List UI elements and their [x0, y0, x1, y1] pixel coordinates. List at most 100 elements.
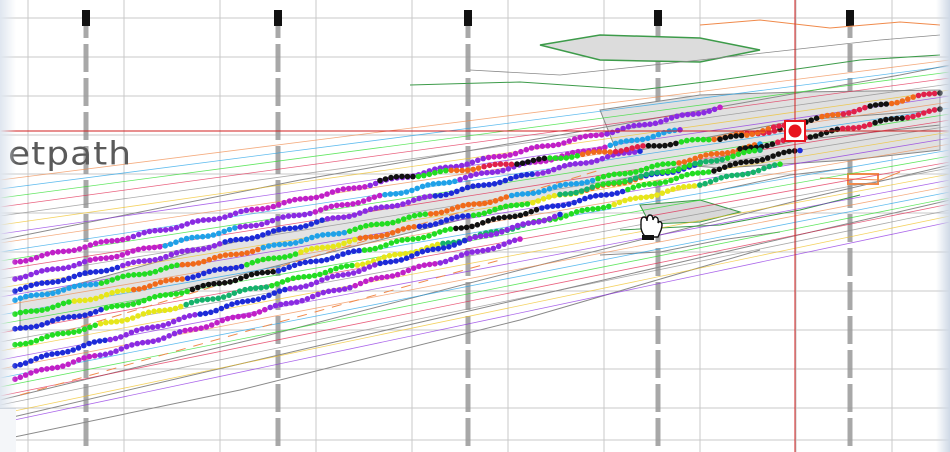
track-point — [540, 170, 546, 176]
track-point — [135, 246, 142, 253]
grid-rail-cap — [82, 10, 90, 26]
track-point — [248, 271, 255, 278]
track-point — [96, 338, 103, 344]
track-point — [551, 166, 557, 173]
track-point — [735, 151, 742, 157]
track-point — [341, 286, 348, 292]
track-point — [167, 241, 174, 247]
track-point — [119, 252, 126, 258]
track-point — [520, 221, 526, 227]
track-point — [87, 324, 93, 331]
track-point — [905, 96, 911, 102]
track-point — [259, 206, 266, 212]
track-point — [703, 158, 709, 165]
track-point — [449, 215, 455, 222]
track-point — [632, 195, 639, 201]
track-point — [22, 360, 29, 366]
track-point — [224, 315, 231, 322]
track-point — [313, 219, 320, 225]
track-point — [33, 368, 40, 374]
track-point — [437, 168, 444, 175]
trail-line — [0, 83, 950, 217]
track-point — [157, 292, 163, 299]
track-point — [313, 258, 319, 265]
track-point — [434, 241, 441, 248]
track-point — [168, 277, 175, 283]
selected-point-marker-icon[interactable] — [784, 120, 806, 142]
track-point — [267, 304, 274, 311]
track-point — [87, 310, 94, 317]
track-point — [416, 223, 423, 230]
track-point — [307, 258, 314, 265]
track-point — [568, 190, 574, 197]
track-point — [493, 230, 500, 237]
track-point — [317, 271, 323, 278]
track-point — [119, 302, 126, 309]
track-point — [248, 223, 254, 229]
track-point — [339, 202, 345, 208]
track-point — [55, 289, 61, 295]
track-point — [235, 313, 242, 320]
track-point — [475, 182, 482, 189]
track-point — [491, 181, 498, 187]
terrain-line — [0, 249, 761, 441]
track-point — [82, 297, 88, 304]
track-point — [393, 238, 400, 245]
track-point — [631, 149, 638, 155]
track-point — [103, 319, 109, 326]
track-point — [529, 171, 535, 177]
track-point — [226, 292, 232, 299]
track-point — [692, 155, 698, 162]
track-point — [330, 231, 337, 237]
track-point — [595, 175, 601, 182]
track-point — [761, 165, 767, 172]
track-point — [202, 310, 209, 317]
track-point — [76, 260, 83, 267]
track-point — [723, 173, 730, 180]
track-point — [155, 323, 161, 330]
track-point — [645, 135, 651, 142]
track-point — [636, 122, 643, 128]
track-point — [102, 351, 109, 358]
track-point — [744, 132, 750, 138]
track-point — [211, 243, 218, 249]
track-point — [480, 155, 487, 162]
track-point — [222, 239, 228, 245]
track-point — [200, 246, 207, 252]
track-point — [394, 202, 401, 209]
track-point — [152, 257, 158, 263]
track-point — [103, 267, 110, 274]
track-point — [55, 331, 61, 337]
track-point — [662, 179, 669, 185]
track-point — [71, 283, 78, 290]
track-point — [372, 262, 378, 268]
track-point — [109, 277, 115, 283]
track-point — [707, 179, 714, 185]
track-point — [700, 136, 707, 143]
track-point — [670, 167, 677, 174]
track-point — [588, 159, 595, 165]
track-point — [850, 125, 857, 131]
track-point — [281, 199, 287, 206]
track-point — [146, 228, 153, 235]
track-point — [584, 179, 590, 185]
track-point — [343, 263, 350, 269]
track-point — [245, 298, 251, 304]
track-point — [567, 161, 573, 168]
track-point — [786, 148, 792, 155]
track-point — [519, 160, 526, 166]
track-point — [749, 131, 755, 137]
track-point — [60, 265, 67, 272]
track-point — [39, 307, 45, 314]
track-point — [556, 164, 562, 171]
track-point — [243, 207, 250, 214]
track-point — [141, 271, 148, 277]
track-point — [421, 194, 428, 200]
track-point — [397, 251, 404, 257]
track-point — [449, 206, 456, 212]
track-point — [269, 217, 276, 224]
track-point — [400, 269, 406, 276]
track-point — [265, 243, 272, 249]
